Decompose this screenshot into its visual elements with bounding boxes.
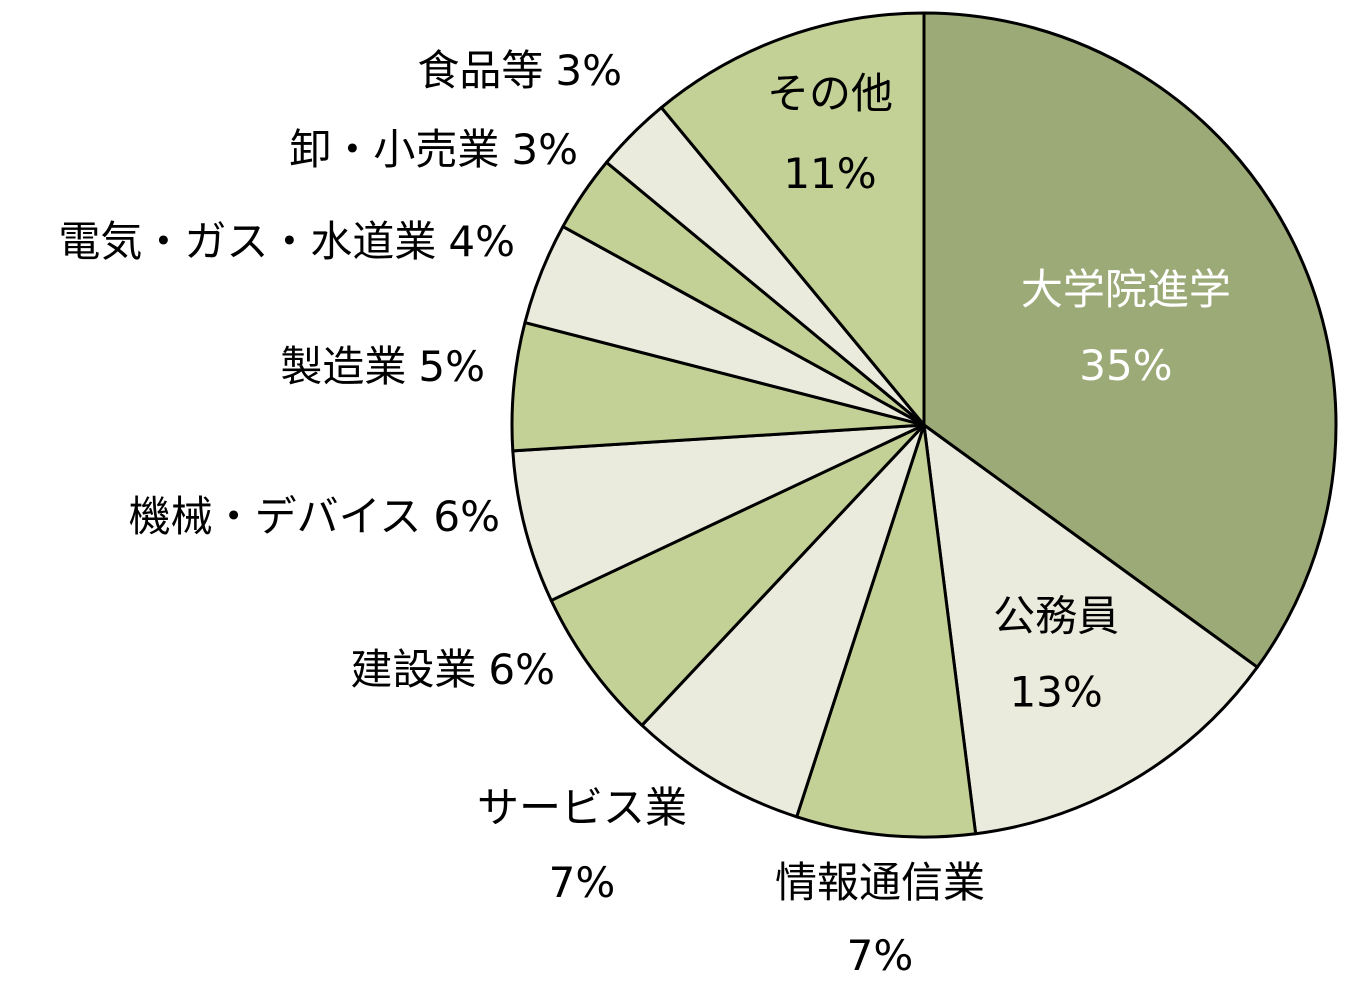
pie-slices (510, 11, 1338, 839)
slice-value-9: 3% (555, 46, 622, 95)
slice-category-5: 機械・デバイス (129, 492, 422, 541)
pie-slice-1 (922, 423, 1259, 836)
slice-category-1: 公務員 (993, 591, 1119, 640)
slice-label-1: 公務員 13% (993, 591, 1119, 716)
slice-value-4: 6% (488, 645, 555, 694)
slice-value-5: 6% (433, 492, 500, 541)
pie-slice-10 (659, 11, 926, 427)
slice-label-0: 大学院進学 35% (1021, 265, 1231, 390)
slice-label-3: サービス業 7% (477, 783, 687, 907)
slice-label-7: 電気・ガス・水道業 4% (58, 217, 515, 266)
slice-category-10: その他 (767, 69, 893, 118)
pie-slice-5 (511, 423, 926, 602)
slice-label-4: 建設業 6% (350, 645, 555, 694)
pie-labels: 大学院進学 35%公務員 13%情報通信業 7%サービス業 7%建設業 6%機械・デバイス… (58, 46, 1231, 980)
slice-label-2: 情報通信業 7% (775, 858, 985, 980)
slice-category-4: 建設業 (350, 645, 476, 694)
slice-category-0: 大学院進学 (1021, 265, 1231, 314)
slice-category-2: 情報通信業 (775, 858, 985, 907)
pie-slice-2 (795, 423, 978, 839)
slice-value-6: 5% (418, 342, 485, 391)
slice-value-10: 11% (783, 149, 876, 198)
slice-label-9: 食品等 3% (417, 46, 622, 95)
pie-slice-4 (549, 423, 926, 727)
slice-category-7: 電気・ガス・水道業 (58, 217, 436, 266)
slice-label-8: 卸・小売業 3% (289, 125, 578, 174)
slice-value-1: 13% (1009, 667, 1102, 716)
slice-category-8: 卸・小売業 (289, 125, 499, 174)
slice-label-10: その他 11% (767, 69, 893, 198)
slice-category-3: サービス業 (477, 783, 687, 832)
slice-value-8: 3% (511, 125, 578, 174)
pie-slice-0 (922, 11, 1338, 669)
slice-label-5: 機械・デバイス 6% (129, 492, 500, 541)
slice-value-3: 7% (549, 858, 616, 907)
slice-value-7: 4% (448, 217, 515, 266)
slice-value-2: 7% (847, 931, 914, 980)
slice-category-9: 食品等 (417, 46, 543, 95)
slice-category-6: 製造業 (280, 342, 406, 391)
slice-value-0: 35% (1079, 341, 1172, 390)
pie-slice-3 (640, 423, 926, 819)
slice-label-6: 製造業 5% (280, 342, 485, 391)
